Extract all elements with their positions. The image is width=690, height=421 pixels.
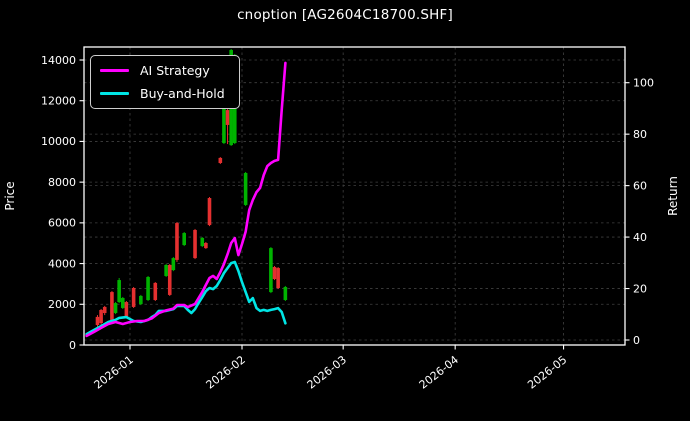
candle-body: [222, 107, 226, 144]
svg-text:80: 80: [633, 128, 647, 141]
candle-body: [146, 277, 150, 301]
candle-body: [110, 292, 114, 320]
candle-body: [171, 258, 176, 271]
candle-body: [272, 267, 277, 280]
candle-body: [113, 303, 118, 314]
candle-body: [120, 297, 125, 308]
svg-text:2026-02: 2026-02: [204, 353, 248, 392]
legend-box: AI Strategy Buy-and-Hold: [90, 55, 240, 109]
svg-text:0: 0: [633, 334, 640, 347]
x-axis: 2026-01 2026-02 2026-03 2026-04 2026-05: [92, 345, 569, 392]
svg-text:40: 40: [633, 231, 647, 244]
candle-body: [243, 172, 248, 205]
svg-text:2000: 2000: [48, 298, 76, 311]
candle-body: [131, 288, 136, 307]
buy-and-hold-line-swatch: [100, 91, 129, 96]
candle-body: [200, 237, 205, 247]
svg-text:10000: 10000: [41, 135, 76, 148]
candle-body: [167, 264, 172, 295]
legend-item-buy-and-hold: Buy-and-Hold: [100, 86, 225, 101]
candle-body: [99, 309, 103, 324]
svg-text:2026-05: 2026-05: [525, 353, 569, 392]
legend-item-ai-strategy: AI Strategy: [100, 63, 225, 78]
candle-body: [225, 110, 230, 125]
candle-body: [193, 229, 197, 259]
candle-body: [175, 223, 179, 260]
y-axis-left: 0 2000 4000 6000 8000 10000 12000 14000: [41, 54, 84, 352]
ai-strategy-line: [85, 61, 287, 338]
y-axis-left-title: Price: [3, 181, 17, 210]
svg-text:2026-01: 2026-01: [92, 353, 136, 392]
svg-text:2026-04: 2026-04: [417, 353, 461, 392]
y-axis-right-title: Return: [666, 176, 680, 216]
ai-strategy-line-swatch: [100, 68, 129, 73]
svg-text:100: 100: [633, 77, 654, 90]
legend-label-ai-strategy: AI Strategy: [140, 63, 210, 78]
candle-body: [207, 198, 212, 226]
svg-text:0: 0: [69, 339, 76, 352]
candle-body: [283, 286, 288, 301]
svg-text:12000: 12000: [41, 95, 76, 108]
plot-border: [83, 46, 626, 346]
candle-body: [269, 248, 273, 293]
svg-text:4000: 4000: [48, 257, 76, 270]
candle-body: [204, 243, 208, 249]
svg-text:2026-03: 2026-03: [305, 353, 349, 392]
svg-text:60: 60: [633, 179, 647, 192]
candle-body: [218, 157, 223, 164]
candle-body: [139, 295, 143, 305]
chart-title: cnoption [AG2604C18700.SHF]: [237, 7, 453, 23]
candle-body: [164, 264, 168, 276]
svg-text:14000: 14000: [41, 54, 76, 67]
candle-body: [276, 268, 280, 288]
svg-text:8000: 8000: [48, 176, 76, 189]
y-axis-right: 0 20 40 60 80 100: [625, 77, 654, 347]
candle-body: [124, 302, 129, 317]
candle-body: [95, 316, 100, 326]
candle-body: [102, 306, 107, 314]
candles-group: [95, 49, 288, 328]
candle-body: [182, 233, 186, 246]
svg-text:6000: 6000: [48, 217, 76, 230]
svg-text:20: 20: [633, 282, 647, 295]
legend-label-buy-and-hold: Buy-and-Hold: [140, 86, 225, 101]
candle-body: [153, 282, 158, 301]
candle-body: [117, 280, 121, 303]
